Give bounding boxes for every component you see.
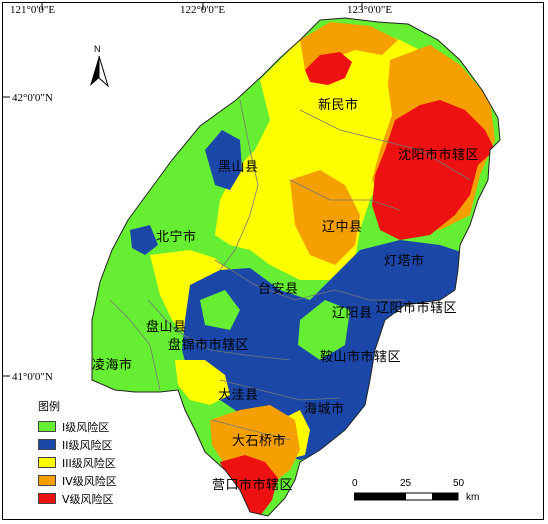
study-area-outline	[91, 17, 501, 517]
scale-bar: 0 25 50 km	[352, 478, 492, 508]
longitude-label: 123°0'0"E	[347, 4, 393, 16]
legend-title: 图例	[38, 400, 60, 413]
place-label: 海城市	[304, 402, 345, 417]
place-label: 盘锦市市辖区	[168, 338, 250, 353]
scale-tick-label: 25	[400, 478, 412, 489]
place-label: 鞍山市市辖区	[320, 350, 402, 365]
risk-zone-level-2	[205, 130, 242, 190]
scale-tick-label: 50	[453, 478, 465, 489]
place-label: 灯塔市	[384, 254, 425, 269]
risk-zone-level-4	[290, 170, 360, 265]
place-label: 大洼县	[218, 388, 259, 403]
scale-tick-label: 0	[352, 478, 358, 489]
scale-unit: km	[466, 492, 480, 503]
north-arrow: N	[88, 44, 110, 88]
place-label: 盘山县	[146, 320, 187, 335]
north-label: N	[94, 44, 101, 54]
risk-zone-level-1	[298, 300, 350, 360]
legend-label: III级风险区	[62, 457, 116, 470]
district-boundaries	[109, 99, 471, 441]
legend-label: IV级风险区	[62, 475, 117, 488]
place-label: 新民市	[318, 98, 359, 113]
place-label: 黑山县	[218, 160, 259, 175]
north-arrow-icon	[90, 56, 109, 88]
risk-zone-level-3	[175, 360, 230, 405]
legend-swatch	[38, 421, 56, 432]
place-label: 凌海市	[92, 358, 133, 373]
legend-label: V级风险区	[62, 493, 114, 506]
longitude-label: 121°0'0"E	[10, 4, 56, 16]
risk-zone-level-5	[305, 52, 352, 85]
legend-swatch	[38, 457, 56, 468]
legend-label: I级风险区	[62, 421, 110, 434]
place-label: 辽阳市市辖区	[376, 301, 458, 316]
legend-swatch	[38, 493, 56, 504]
risk-zone-level-5	[220, 455, 278, 516]
risk-zone-level-2	[130, 225, 158, 255]
graticule-ticks	[2, 2, 363, 377]
place-label: 大石桥市	[232, 434, 287, 449]
risk-zone-level-1	[200, 290, 240, 330]
risk-zone-level-5	[372, 100, 495, 240]
place-label: 台安县	[258, 282, 299, 297]
place-label: 沈阳市市辖区	[398, 148, 480, 163]
legend-swatch	[38, 475, 56, 486]
scale-bar-graphic	[354, 492, 459, 501]
latitude-label: 41°0'0"N	[12, 371, 53, 383]
place-label: 辽中县	[322, 220, 363, 235]
legend-swatch	[38, 439, 56, 450]
latitude-label: 42°0'0"N	[12, 92, 53, 104]
map-frame	[2, 2, 544, 520]
legend: 图例 I级风险区 II级风险区 III级风险区 IV级风险区 V级风险区	[38, 398, 158, 514]
place-label: 北宁市	[156, 230, 197, 245]
place-label: 营口市市辖区	[212, 478, 294, 493]
longitude-label: 122°0'0"E	[180, 4, 226, 16]
place-label: 辽阳县	[332, 306, 373, 321]
legend-label: II级风险区	[62, 439, 113, 452]
